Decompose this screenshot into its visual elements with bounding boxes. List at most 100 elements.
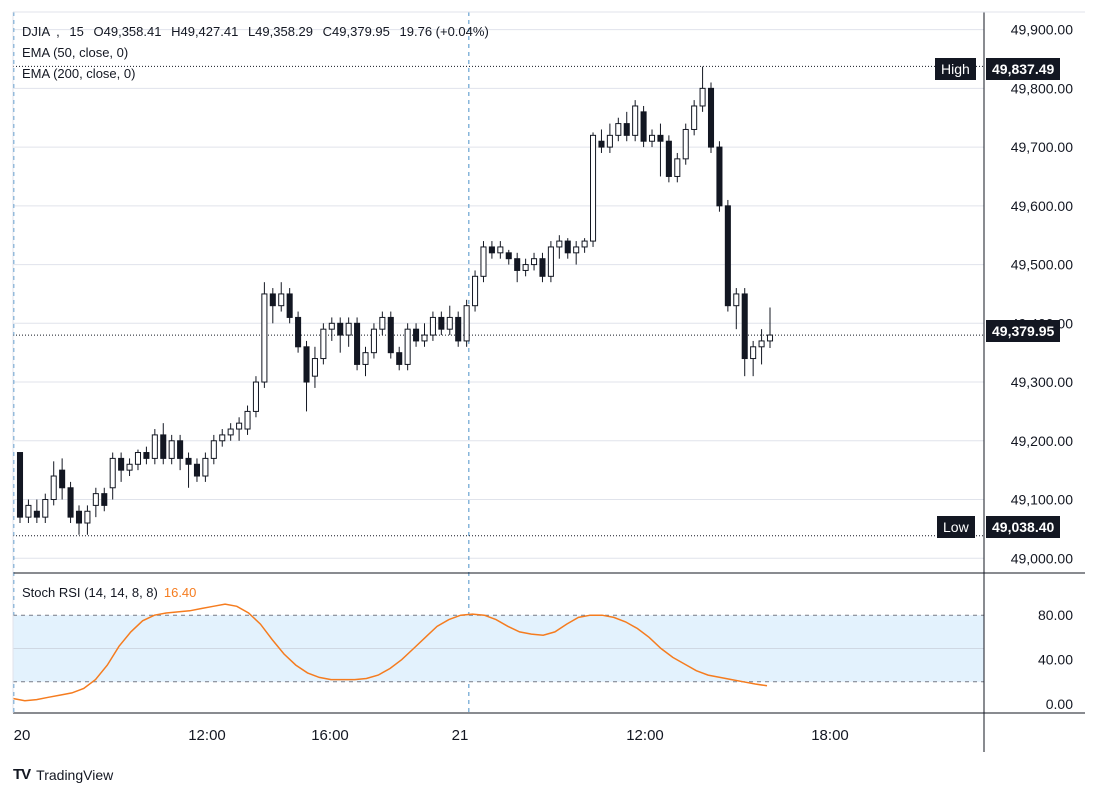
time-tick-label: 18:00 xyxy=(811,727,849,744)
price-tick-label: 49,600.00 xyxy=(1011,198,1073,214)
high-value-tag: 49,837.49 xyxy=(986,58,1061,80)
candle xyxy=(598,129,605,153)
time-tick-label: 12:00 xyxy=(626,727,664,744)
candle-body xyxy=(564,240,571,254)
candle xyxy=(244,405,251,435)
candle xyxy=(446,305,453,336)
legend-close: C49,379.95 xyxy=(322,24,390,39)
candle-body xyxy=(691,105,698,130)
candle xyxy=(413,323,420,347)
candle-body xyxy=(514,258,521,271)
candle xyxy=(311,346,318,388)
candle-body xyxy=(67,487,74,518)
candle xyxy=(303,340,310,412)
candle-body xyxy=(134,452,142,465)
legend-symbol: DJIA xyxy=(22,24,51,39)
stoch-rsi-line xyxy=(12,603,768,702)
candle-body xyxy=(151,434,158,459)
candle xyxy=(716,141,723,212)
candle xyxy=(320,323,327,365)
candle-body xyxy=(219,434,226,442)
candle xyxy=(193,458,200,482)
price-tick-label: 49,200.00 xyxy=(1011,433,1073,449)
candle-body xyxy=(193,463,200,477)
candle-body xyxy=(505,252,512,260)
candle xyxy=(25,499,32,524)
candle-body xyxy=(202,457,209,477)
candle-body xyxy=(766,334,774,342)
candle-body xyxy=(724,205,731,307)
candle xyxy=(556,235,563,259)
candle-body xyxy=(101,493,108,506)
candle-body xyxy=(311,358,318,377)
candle-body xyxy=(615,123,622,136)
candle xyxy=(295,311,302,353)
candle xyxy=(699,66,706,112)
candle xyxy=(379,311,386,336)
stoch-tick-label: 40.00 xyxy=(1038,652,1073,668)
candle-body xyxy=(84,510,91,524)
candle xyxy=(531,252,538,271)
candle xyxy=(354,317,361,371)
price-tick-label: 49,000.00 xyxy=(1011,550,1073,566)
candlestick-series xyxy=(16,66,774,535)
candle xyxy=(429,311,436,341)
candle-body xyxy=(168,440,175,459)
candle-body xyxy=(640,111,647,142)
candle xyxy=(202,452,209,482)
candle xyxy=(261,282,268,388)
candle xyxy=(227,423,234,441)
time-tick-label: 12:00 xyxy=(188,727,226,744)
candle xyxy=(758,329,765,365)
candle xyxy=(463,299,470,347)
legend-change: 19.76 (+0.04%) xyxy=(399,24,489,39)
candle xyxy=(472,270,479,312)
ema-50-legend[interactable]: EMA (50, close, 0) xyxy=(22,45,129,60)
candle-body xyxy=(573,246,580,254)
candle-body xyxy=(758,340,765,348)
candle xyxy=(370,323,377,359)
time-tick-label: 21 xyxy=(452,727,469,744)
candle-body xyxy=(480,246,487,277)
candle xyxy=(404,323,411,371)
candle-body xyxy=(278,293,285,307)
candle xyxy=(50,461,57,506)
candle xyxy=(109,452,116,500)
candle xyxy=(733,288,740,330)
candle-body xyxy=(421,334,428,342)
candle-body xyxy=(413,328,420,342)
candle xyxy=(143,446,150,465)
high-label-tag: High xyxy=(935,58,976,80)
candle xyxy=(151,429,158,465)
tradingview-brand[interactable]: TV TradingView xyxy=(13,766,113,783)
candle xyxy=(488,241,495,259)
candle xyxy=(362,346,369,377)
candle-body xyxy=(160,434,167,459)
legend-high: H49,427.41 xyxy=(171,24,239,39)
candle-body xyxy=(236,422,243,430)
candle-body xyxy=(126,463,133,471)
ema-200-legend[interactable]: EMA (200, close, 0) xyxy=(22,66,136,81)
candle xyxy=(219,429,226,447)
candle-body xyxy=(59,469,66,489)
candle xyxy=(573,241,580,265)
candle-body xyxy=(556,240,563,248)
candle xyxy=(455,311,462,347)
candle-body xyxy=(699,87,706,107)
candle-body xyxy=(269,293,276,307)
stoch-rsi-legend[interactable]: Stoch RSI (14, 14, 8, 8) 16.40 xyxy=(22,585,196,600)
candle-body xyxy=(118,457,125,471)
candle xyxy=(33,499,40,524)
candle-body xyxy=(648,134,656,142)
last-price-tag: 49,379.95 xyxy=(986,320,1061,342)
candle-body xyxy=(25,504,32,518)
candle-body xyxy=(472,275,479,307)
candle-body xyxy=(547,246,554,277)
candle xyxy=(160,423,167,465)
candle xyxy=(590,132,597,247)
candle-body xyxy=(362,352,369,365)
price-tick-label: 49,700.00 xyxy=(1011,139,1073,155)
stoch-rsi-label: Stoch RSI (14, 14, 8, 8) xyxy=(22,585,158,600)
candle xyxy=(547,241,554,283)
